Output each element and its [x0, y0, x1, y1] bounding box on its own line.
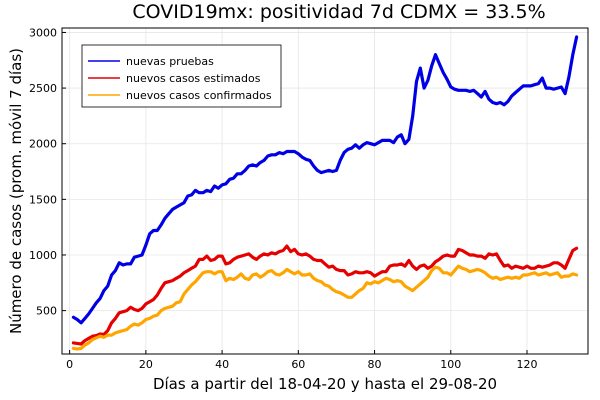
x-tick-label: 120 — [517, 358, 538, 371]
legend-box — [81, 44, 282, 108]
x-tick-label: 60 — [291, 358, 305, 371]
x-axis-label: Días a partir del 18-04-20 y hasta el 29… — [153, 375, 497, 393]
axis-ticks: 0 20 40 60 80 100 120 500 1000 1500 2000 2500 3000 — [29, 26, 538, 371]
x-tick-label: 20 — [139, 358, 153, 371]
legend-label-1: nuevas pruebas — [126, 55, 214, 68]
x-tick-label: 40 — [215, 358, 229, 371]
y-tick-label: 3000 — [29, 26, 57, 39]
legend-label-2: nuevos casos estimados — [126, 72, 261, 85]
legend: nuevas pruebas nuevos casos estimados nuev… — [81, 44, 282, 108]
y-tick-label: 2500 — [29, 82, 57, 95]
y-tick-label: 1000 — [29, 249, 57, 262]
y-tick-label: 500 — [36, 305, 57, 318]
series-line-1 — [71, 35, 579, 325]
x-tick-label: 80 — [368, 358, 382, 371]
plot-frame — [61, 27, 589, 355]
x-tick-label: 0 — [66, 358, 73, 371]
y-axis-label: Número de casos (prom. móvil 7 días) — [7, 48, 25, 334]
series-line-3 — [71, 264, 579, 351]
x-tick-label: 100 — [440, 358, 461, 371]
y-tick-label: 1500 — [29, 193, 57, 206]
series-line-2 — [71, 244, 579, 346]
y-tick-label: 2000 — [29, 138, 57, 151]
legend-label-3: nuevos casos confirmados — [126, 89, 272, 102]
chart-title: COVID19mx: positividad 7d CDMX = 33.5% — [132, 1, 545, 23]
plot-series — [71, 35, 579, 351]
